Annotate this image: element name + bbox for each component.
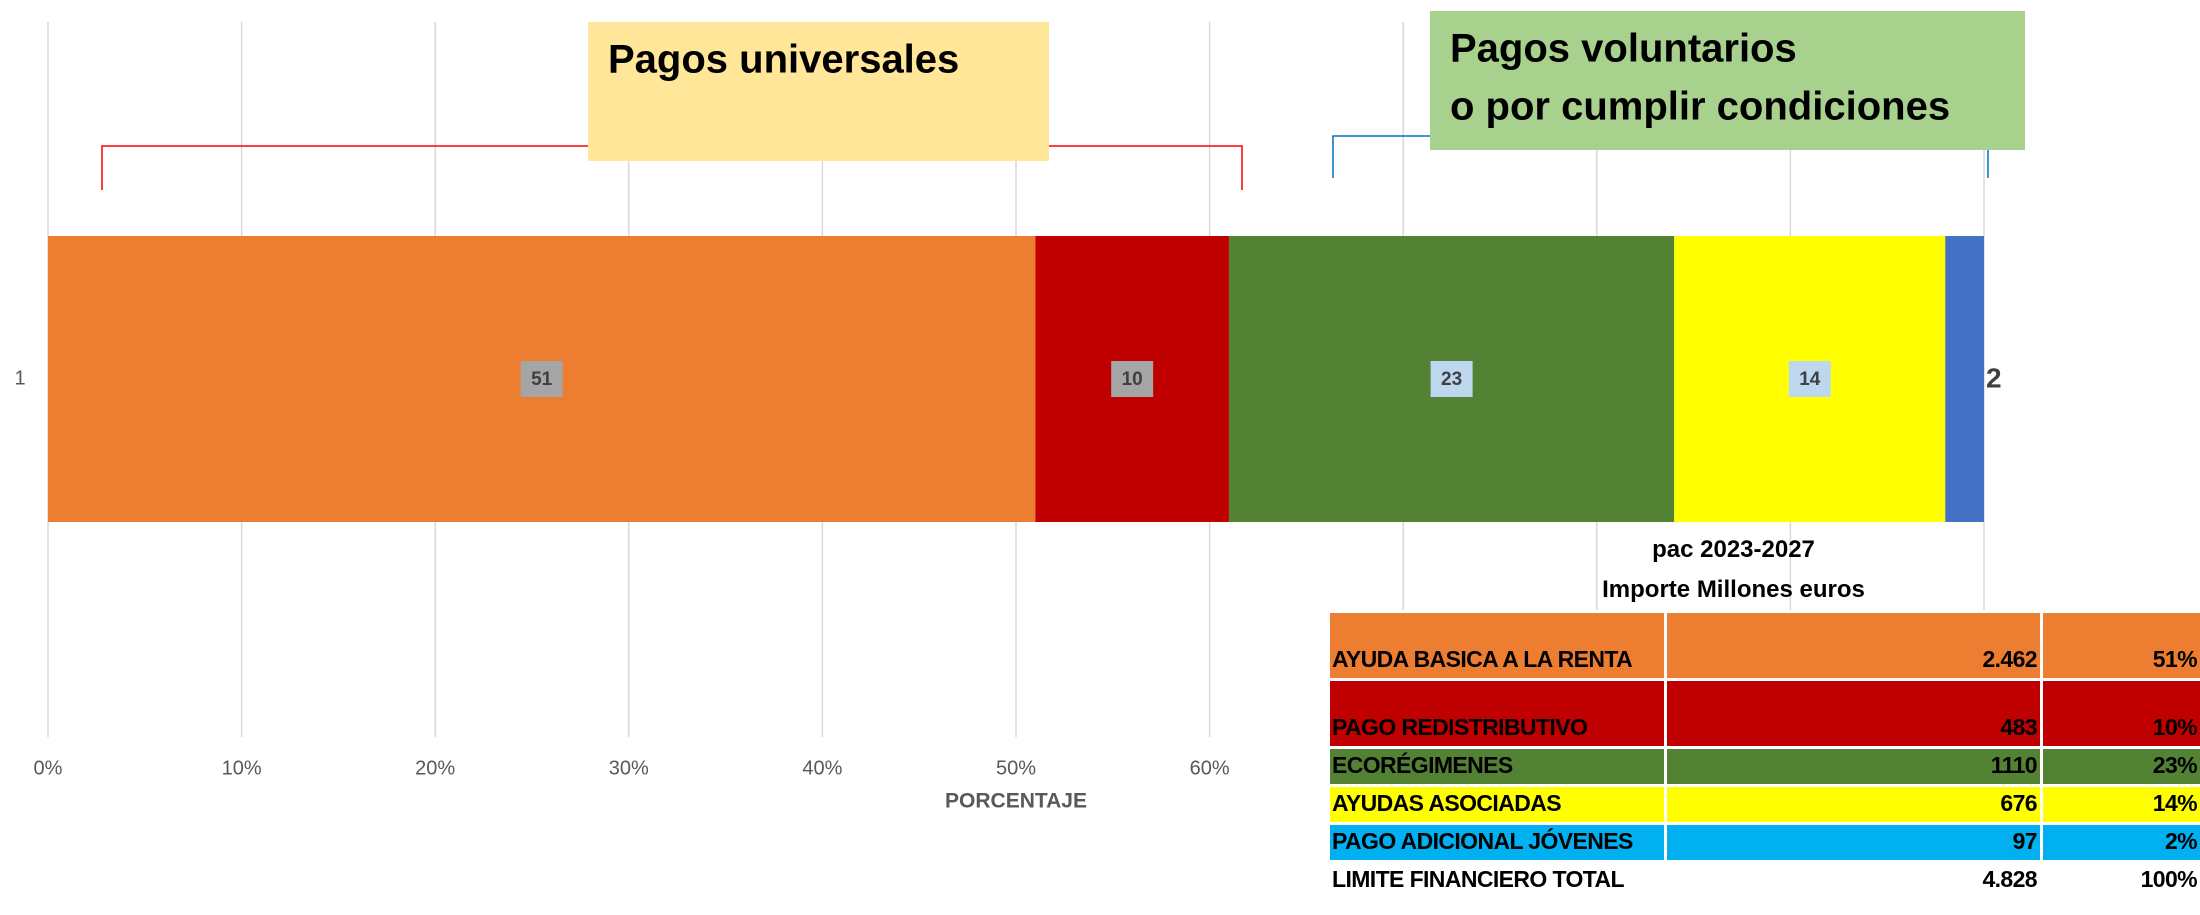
x-axis-label: PORCENTAJE [945, 790, 1087, 813]
table-row: PAGO ADICIONAL JÓVENES 97 2% [1327, 822, 2200, 863]
table-cell: 1110 [1664, 746, 2043, 787]
table-cell: AYUDAS ASOCIADAS [1327, 784, 1667, 825]
data-label-box [1788, 361, 1831, 397]
table-cell: 10% [2040, 678, 2200, 749]
x-tick-label: 20% [415, 757, 455, 779]
x-tick-label: 50% [996, 757, 1036, 779]
table-cell: PAGO REDISTRIBUTIVO [1327, 678, 1667, 749]
table-row: AYUDA BASICA A LA RENTA 2.462 51% [1327, 610, 2200, 681]
table-cell: 14% [2040, 784, 2200, 825]
table-cell: AYUDA BASICA A LA RENTA [1327, 610, 1667, 681]
data-label: 23 [1441, 369, 1462, 390]
table-cell: 97 [1664, 822, 2043, 863]
x-tick-label: 0% [34, 757, 63, 779]
table-row: LIMITE FINANCIERO TOTAL 4.828 100% [1327, 860, 2200, 901]
table-body: AYUDA BASICA A LA RENTA 2.462 51% PAGO REDI… [1327, 610, 2200, 901]
y-tick-label: 1 [14, 367, 25, 389]
table-row: ECORÉGIMENES 1110 23% [1327, 746, 2200, 787]
annotation-text: o por cumplir condiciones [1450, 85, 1950, 129]
x-tick-label: 40% [802, 757, 842, 779]
bar-segment [1945, 236, 1984, 522]
annotation-box [588, 22, 1049, 161]
table-cell: 483 [1664, 678, 2043, 749]
data-label: 14 [1799, 369, 1821, 390]
table-cell: PAGO ADICIONAL JÓVENES [1327, 822, 1667, 863]
table-row: AYUDAS ASOCIADAS 676 14% [1327, 784, 2200, 825]
data-label: 2 [1986, 362, 2002, 393]
data-label-box [1111, 361, 1154, 397]
data-label: 51 [531, 369, 553, 390]
x-tick-label: 60% [1190, 757, 1230, 779]
data-label: 10 [1122, 369, 1143, 390]
table-title: pac 2023-2027 [1652, 536, 1815, 563]
table-cell: 100% [2040, 860, 2200, 901]
table-row: PAGO REDISTRIBUTIVO 483 10% [1327, 678, 2200, 749]
table-cell: 2.462 [1664, 610, 2043, 681]
table-cell: ECORÉGIMENES [1327, 746, 1667, 787]
table-cell: 676 [1664, 784, 2043, 825]
x-tick-label: 30% [609, 757, 649, 779]
x-tick-label: 10% [222, 757, 262, 779]
table-cell: 2% [2040, 822, 2200, 863]
data-label-box [520, 361, 563, 397]
table: pac 2023-2027 Importe Millones euros AYU… [1327, 530, 2200, 901]
table-cell: 23% [2040, 746, 2200, 787]
annotation-text: Pagos voluntarios [1450, 27, 1797, 71]
table-cell: LIMITE FINANCIERO TOTAL [1327, 860, 1667, 901]
annotation-box [1430, 11, 2025, 150]
data-label-box [1430, 361, 1473, 397]
table-cell: 51% [2040, 610, 2200, 681]
table-subtitle: Importe Millones euros [1602, 576, 1865, 603]
table-cell: 4.828 [1664, 860, 2043, 901]
annotation-text: Pagos universales [608, 38, 959, 82]
